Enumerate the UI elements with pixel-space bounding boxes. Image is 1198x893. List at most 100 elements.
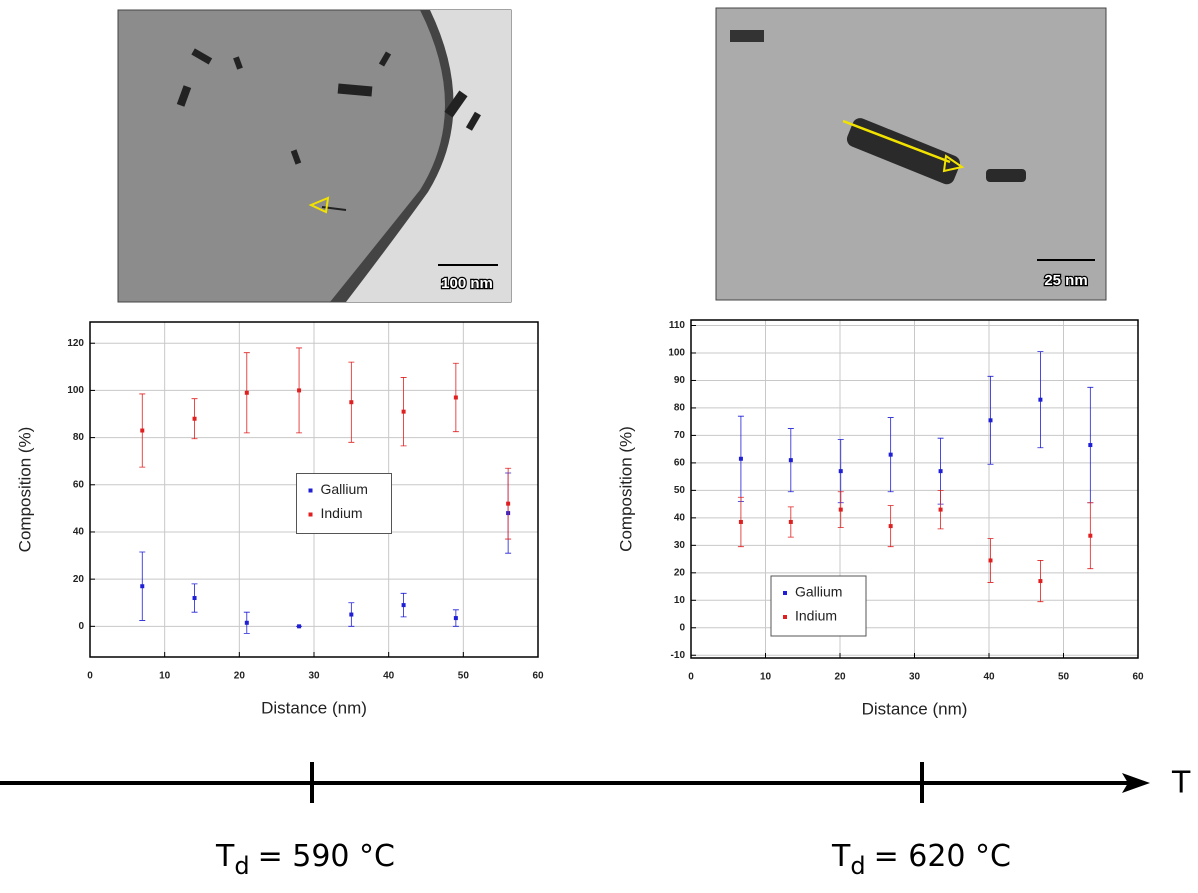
temperature-label: Td = 590 °C [215, 839, 395, 881]
axis-label: T [1171, 766, 1191, 801]
x-tick-label: 30 [308, 671, 320, 682]
x-tick-label: 0 [87, 671, 93, 682]
point [988, 558, 993, 563]
subscript: d [850, 852, 865, 880]
legend-label: Indium [321, 505, 363, 521]
point [1088, 443, 1093, 448]
point [244, 620, 249, 625]
point [838, 507, 843, 512]
y-tick-label: 0 [679, 622, 685, 633]
x-tick-label: 20 [234, 671, 246, 682]
particle [191, 48, 213, 65]
x-axis-label: Distance (nm) [862, 699, 968, 718]
particle [730, 30, 764, 42]
point [738, 519, 743, 524]
particle [176, 85, 192, 107]
y-tick-label: 20 [73, 574, 85, 585]
x-tick-label: 60 [1132, 672, 1144, 683]
y-tick-label: 10 [674, 595, 686, 606]
point [738, 456, 743, 461]
x-tick-label: 20 [834, 672, 846, 683]
y-tick-label: 0 [78, 621, 84, 632]
y-axis-label: Composition (%) [616, 426, 635, 552]
legend-swatch [308, 512, 313, 517]
symbol: T [831, 839, 851, 874]
point [297, 624, 302, 629]
point [788, 519, 793, 524]
y-tick-label: 40 [674, 512, 686, 523]
x-axis-label: Distance (nm) [261, 698, 367, 717]
point [297, 388, 302, 393]
y-tick-label: 120 [67, 338, 84, 349]
x-tick-label: 40 [383, 671, 395, 682]
y-tick-label: 80 [674, 403, 686, 414]
y-tick-label: 100 [67, 385, 84, 396]
point [788, 458, 793, 463]
point [140, 428, 145, 433]
x-tick-label: 10 [760, 672, 772, 683]
y-tick-label: -10 [671, 650, 686, 661]
point [988, 418, 993, 423]
y-tick-label: 90 [674, 375, 686, 386]
temperature-axis: T Td = 590 °C Td = 620 °C [0, 762, 1191, 880]
y-tick-label: 60 [73, 479, 85, 490]
temperature-label: Td = 620 °C [831, 839, 1011, 881]
y-tick-label: 20 [674, 567, 686, 578]
y-tick-label: 50 [674, 485, 686, 496]
legend-swatch [308, 488, 313, 493]
point [192, 596, 197, 601]
particle [444, 90, 468, 118]
symbol: T [215, 839, 235, 874]
particle [337, 83, 373, 97]
point [938, 469, 943, 474]
x-tick-label: 50 [458, 671, 470, 682]
point [1088, 533, 1093, 538]
particle [290, 149, 302, 165]
y-tick-label: 60 [674, 458, 686, 469]
x-tick-label: 10 [159, 671, 171, 682]
particle [378, 51, 392, 67]
point [938, 507, 943, 512]
particle [465, 111, 481, 131]
value: = 620 °C [874, 839, 1011, 874]
y-tick-label: 30 [674, 540, 686, 551]
legend-label: Indium [795, 608, 837, 624]
point [401, 409, 406, 414]
point [349, 400, 354, 405]
point [140, 584, 145, 589]
chart: 0 20 40 60 80 100 120 0 10 20 30 40 50 60 Distance (nm… [15, 321, 544, 717]
legend-swatch [783, 591, 787, 595]
legend-label: Gallium [795, 584, 842, 600]
x-tick-label: 40 [983, 672, 995, 683]
point [453, 395, 458, 400]
tem-image-2: 25 nm [715, 7, 1107, 301]
value: = 590 °C [258, 839, 395, 874]
legend-box [770, 575, 867, 637]
point [838, 469, 843, 474]
tem-image-1: 100 nm [117, 9, 512, 303]
legend-box [296, 473, 392, 534]
x-tick-label: 50 [1058, 672, 1070, 683]
point [244, 390, 249, 395]
scale-label: 25 nm [1044, 272, 1087, 289]
point [1038, 397, 1043, 402]
y-tick-label: 70 [674, 430, 686, 441]
point [453, 616, 458, 621]
x-tick-label: 0 [688, 672, 694, 683]
y-tick-label: 110 [669, 320, 686, 331]
arrow [308, 196, 330, 214]
y-axis-label: Composition (%) [15, 427, 34, 553]
arrowhead [1122, 773, 1150, 793]
axes-frame [89, 321, 539, 658]
y-tick-label: 80 [73, 432, 85, 443]
point [888, 524, 893, 529]
y-tick-label: 40 [73, 527, 85, 538]
particle [986, 169, 1026, 182]
point [349, 612, 354, 617]
point [888, 452, 893, 457]
particle [233, 56, 243, 70]
x-tick-label: 30 [909, 672, 921, 683]
